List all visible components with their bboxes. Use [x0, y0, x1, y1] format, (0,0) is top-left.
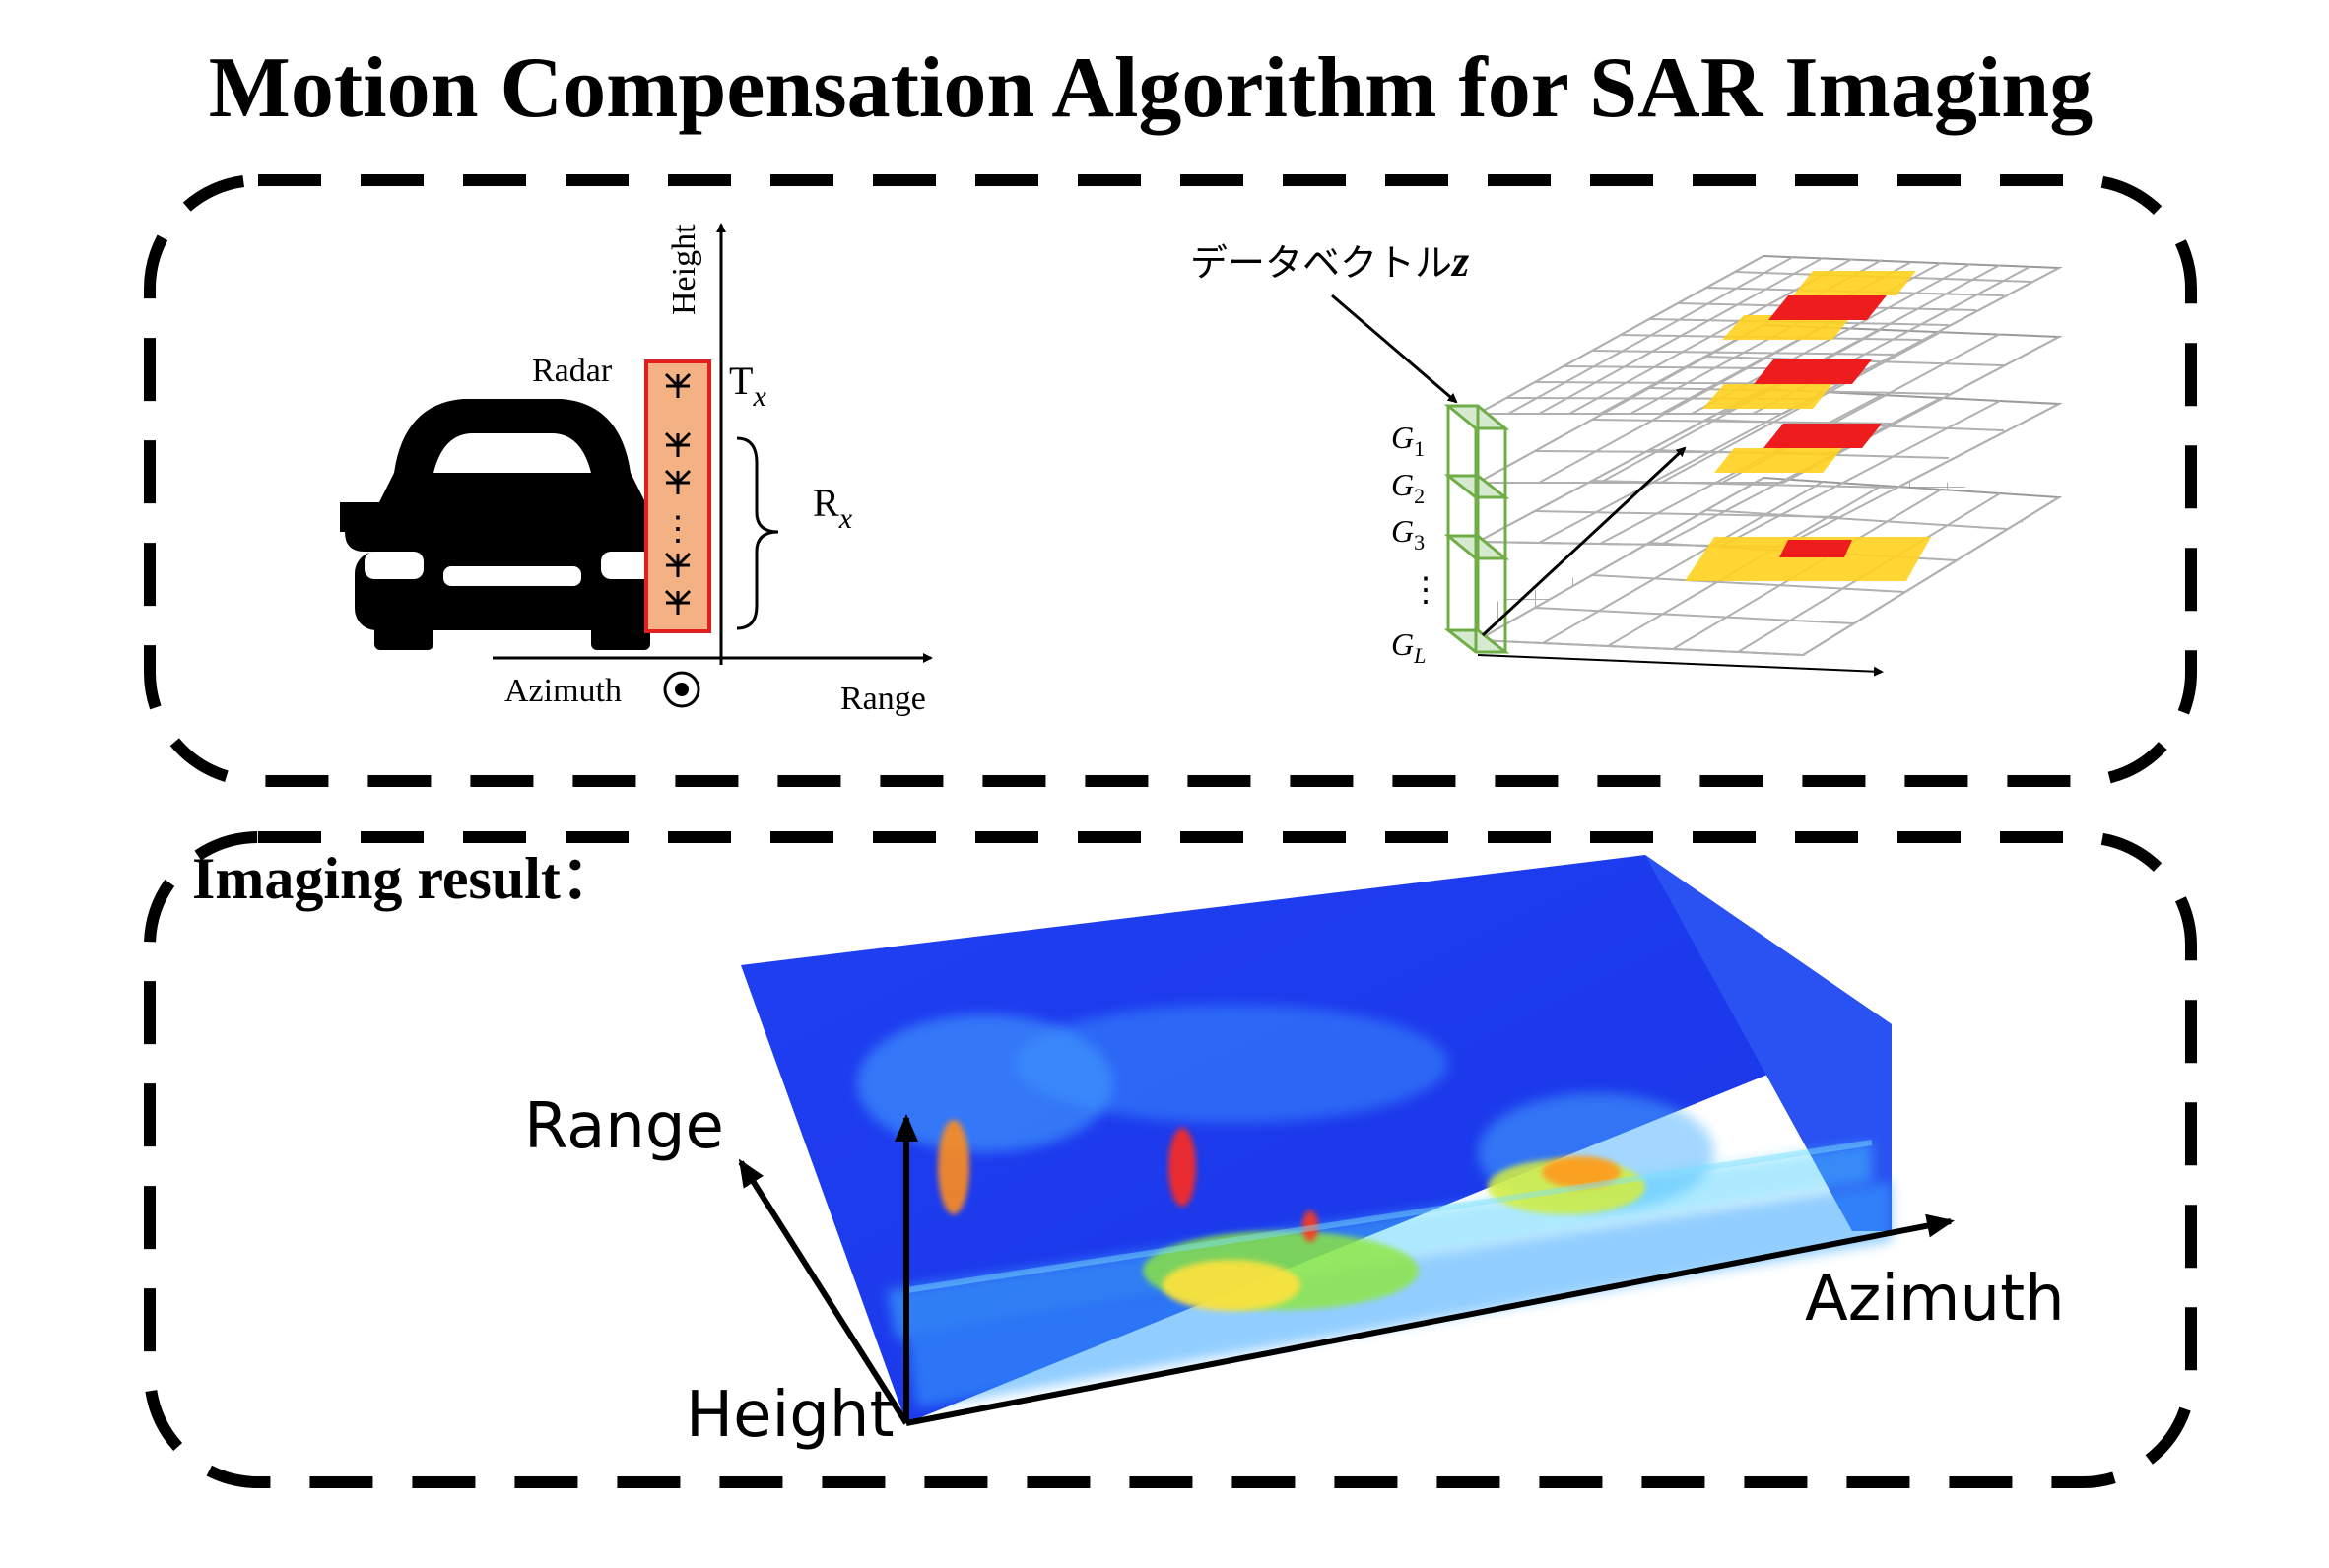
range-axis-label-3d: Range: [524, 1090, 724, 1163]
hot-spots: [1685, 271, 1931, 581]
top-panel-border: [144, 174, 2197, 787]
grid-diagram: データベクトルz: [1190, 237, 2063, 677]
height-axis-label-3d: Height: [686, 1379, 895, 1452]
volume-right-face: [1645, 855, 1892, 1231]
antenna-icons: [664, 372, 692, 615]
layer-label-g1: G1: [1391, 420, 1425, 461]
layer-label-g2: G2: [1391, 467, 1425, 508]
bottom-panel-border: [144, 831, 2197, 1488]
grid-range-arrow: [1481, 446, 1687, 637]
layer-ellipsis: ⋮: [1409, 572, 1442, 609]
tx-label: Tx: [729, 359, 766, 413]
radar-diagram: ⋮ Height Radar Tx Rx Range Azimuth: [340, 223, 933, 717]
radar-ellipsis: ⋮: [661, 511, 695, 548]
data-vector-column: [1443, 404, 1510, 654]
height-axis-label: Height: [666, 224, 702, 315]
azimuth-arrow: [905, 1213, 1955, 1426]
azimuth-axis-label-3d: Azimuth: [1805, 1263, 2065, 1336]
range-arrow: [738, 1158, 909, 1425]
data-vector-pointer: [1331, 294, 1458, 404]
rx-label: Rx: [813, 481, 853, 535]
layer-label-g3: G3: [1391, 513, 1425, 555]
azimuth-axis-label: Azimuth: [504, 673, 622, 709]
sar-volume: Range Azimuth Height: [524, 855, 2065, 1452]
data-vector-label: データベクトルz: [1190, 237, 1469, 286]
azimuth-out-of-page-icon: [663, 671, 700, 708]
rx-brace: [736, 436, 779, 630]
page-title: Motion Compensation Algorithm for SAR Im…: [209, 40, 2093, 136]
radar-label: Radar: [532, 353, 613, 389]
grid-azimuth-arrow: [1477, 654, 1884, 677]
azimuth-dot: [675, 683, 689, 696]
radar-array: [644, 359, 711, 633]
imaging-result-label: Imaging result：: [192, 846, 620, 911]
volume-signal: [857, 1005, 1892, 1408]
car-icon: [340, 399, 685, 650]
layer-label-gl: GL: [1391, 626, 1426, 668]
range-axis-label: Range: [840, 681, 926, 717]
